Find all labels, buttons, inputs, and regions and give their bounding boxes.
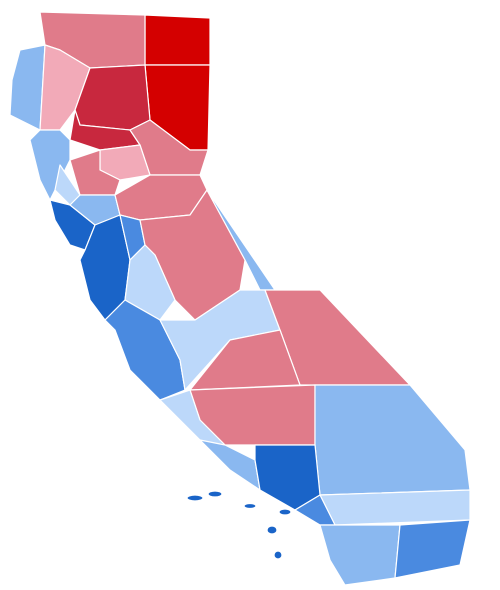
county <box>9 44 46 131</box>
island <box>266 525 278 535</box>
island <box>243 502 257 510</box>
county <box>104 299 186 401</box>
island <box>273 550 283 560</box>
island <box>207 490 223 498</box>
island <box>186 494 204 502</box>
county <box>394 519 471 579</box>
county <box>199 439 261 491</box>
island <box>278 508 292 516</box>
county <box>319 489 471 526</box>
county <box>314 384 471 496</box>
county <box>319 524 401 586</box>
county <box>144 14 211 66</box>
